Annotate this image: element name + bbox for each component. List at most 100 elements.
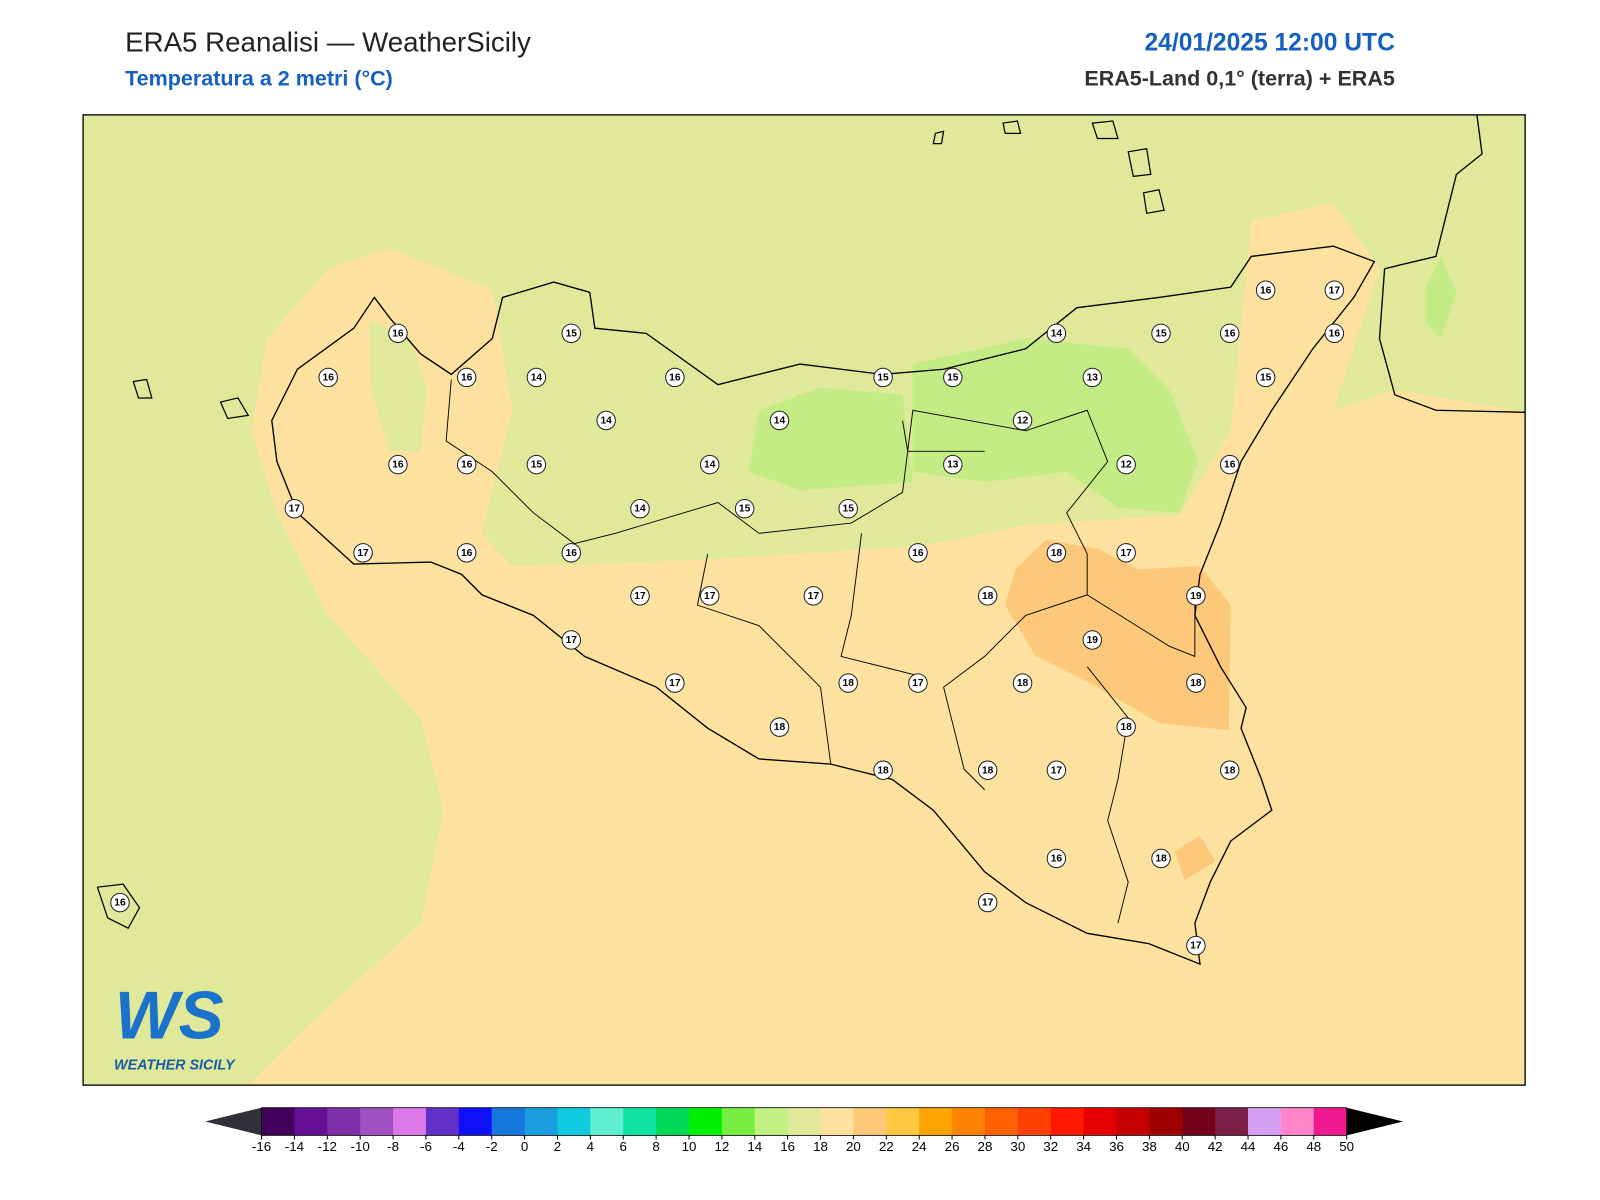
colorbar-segment (853, 1107, 887, 1136)
colorbar-tick-label: -6 (420, 1139, 432, 1154)
station-marker (456, 543, 477, 563)
station: 17 (1186, 935, 1206, 956)
station: 15 (1151, 323, 1171, 344)
station-value: 15 (531, 460, 543, 471)
province-borders (445, 379, 1196, 924)
station-marker (977, 892, 998, 913)
station: 16 (388, 454, 408, 475)
colorbar-segment (425, 1107, 460, 1136)
station: 17 (1116, 543, 1136, 563)
stations: 16 15 16 16 14 16 14 14 16 16 15 14 14 15 15 17 17 16 16 17… (110, 280, 1345, 956)
colorbar-tick-label: 46 (1273, 1139, 1288, 1154)
station-value: 16 (1224, 328, 1236, 339)
station-marker (1255, 367, 1276, 388)
colorbar-segment (261, 1107, 295, 1136)
station: 18 (1046, 543, 1067, 563)
colorbar-tick-label: 14 (747, 1139, 762, 1154)
station: 15 (526, 454, 547, 475)
station-marker (1012, 673, 1033, 693)
colorbar-segment (360, 1107, 394, 1136)
station: 15 (943, 367, 963, 388)
field-warmer (1005, 539, 1231, 731)
station-value: 17 (912, 678, 924, 689)
station-marker (1116, 543, 1136, 563)
calabria-coast (1378, 114, 1526, 413)
colorbar-under (205, 1107, 262, 1136)
station-marker (388, 323, 408, 344)
station-marker (943, 367, 963, 388)
station-value: 18 (1155, 853, 1167, 864)
station-value: 17 (357, 548, 369, 559)
colorbar-tick-label: 42 (1208, 1139, 1223, 1154)
station-marker (838, 498, 858, 519)
colorbar-tick-label: 12 (714, 1139, 729, 1154)
station: 14 (526, 367, 547, 388)
colorbar-over (1346, 1107, 1404, 1136)
station-value: 17 (566, 635, 578, 646)
station-marker (630, 498, 650, 519)
station: 16 (1255, 280, 1276, 300)
station-value: 16 (392, 460, 404, 471)
station: 18 (1012, 673, 1033, 693)
colorbar-tick-label: -8 (387, 1139, 399, 1154)
station-marker (769, 717, 790, 737)
station: 18 (1151, 848, 1171, 869)
colorbar: -16 -14 -12 -10 -8 -6 -4 -2 0 2 4 6 8 10 12 14 16 18 20 22 2… (205, 1107, 1404, 1154)
colorbar-segment (919, 1107, 953, 1136)
colorbar-tick-label: -14 (285, 1139, 305, 1154)
colorbar-segment (1313, 1107, 1348, 1136)
station: 14 (630, 498, 650, 519)
colorbar-segment (294, 1107, 328, 1136)
station: 17 (561, 630, 582, 650)
station-value: 17 (1120, 548, 1132, 559)
station-value: 18 (982, 591, 994, 602)
station-value: 12 (1120, 460, 1132, 471)
station-marker (943, 454, 963, 475)
colorbar-segment (984, 1107, 1019, 1136)
station: 15 (734, 498, 755, 519)
station-value: 18 (1017, 678, 1029, 689)
title: ERA5 Reanalisi — WeatherSicily (125, 26, 531, 57)
station-value: 14 (600, 416, 612, 427)
colorbar-segment (689, 1107, 723, 1136)
station-value: 19 (1190, 591, 1202, 602)
station-value: 17 (1329, 285, 1341, 296)
station-value: 16 (1329, 328, 1341, 339)
source: ERA5-Land 0,1° (terra) + ERA5 (1084, 67, 1395, 91)
station-value: 18 (982, 765, 994, 776)
station-marker (110, 892, 130, 913)
station-value: 12 (1017, 416, 1029, 427)
station: 14 (1046, 323, 1067, 344)
station-marker (734, 498, 755, 519)
station-value: 16 (1051, 853, 1063, 864)
station-marker (1012, 410, 1033, 431)
colorbar-segment (1248, 1107, 1282, 1136)
station: 15 (561, 323, 582, 344)
station: 18 (769, 717, 790, 737)
station-value: 16 (461, 372, 473, 383)
station-value: 16 (912, 548, 924, 559)
station-value: 16 (566, 548, 578, 559)
colorbar-segment (1083, 1107, 1118, 1136)
colorbar-segment (491, 1107, 526, 1136)
colorbar-tick-label: 16 (780, 1139, 795, 1154)
station-value: 15 (1155, 328, 1167, 339)
colorbar-segment (820, 1107, 854, 1136)
station-marker (838, 673, 858, 693)
station-value: 18 (774, 722, 786, 733)
colorbar-tick-label: 36 (1109, 1139, 1124, 1154)
station: 18 (977, 586, 998, 606)
islands (96, 120, 1165, 930)
colorbar-tick-label: 50 (1339, 1139, 1354, 1154)
colorbar-segment (1050, 1107, 1085, 1136)
station: 16 (1219, 323, 1240, 344)
colorbar-segment (327, 1107, 361, 1136)
colorbar-tick-label: 40 (1175, 1139, 1190, 1154)
station: 19 (1082, 630, 1103, 650)
station: 18 (1186, 673, 1206, 693)
colorbar-tick-label: -12 (318, 1139, 337, 1154)
station-marker (1219, 760, 1240, 780)
field-cool (748, 387, 913, 491)
station-marker (526, 367, 547, 388)
colorbar-tick-label: 44 (1241, 1139, 1256, 1154)
